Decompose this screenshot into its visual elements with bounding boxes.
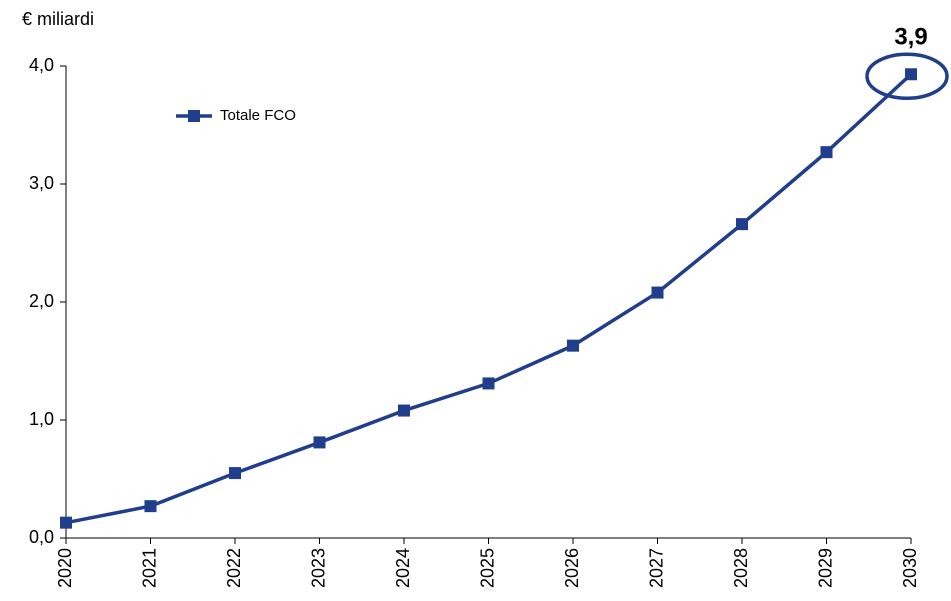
- point-marker: [60, 516, 72, 529]
- data-label: 3,9: [894, 24, 927, 51]
- highlight-ellipse: [865, 52, 949, 101]
- point-marker: [736, 218, 748, 231]
- x-tick-label: 2023: [308, 548, 328, 588]
- point-marker: [144, 500, 157, 513]
- x-tick-label: 2025: [477, 548, 497, 588]
- point-marker: [820, 146, 833, 159]
- y-axis-label: € miliardi: [22, 9, 94, 29]
- point-marker: [651, 286, 664, 299]
- legend-label: Totale FCO: [220, 107, 296, 124]
- y-tick-label: 2,0: [29, 291, 54, 311]
- x-tick-label: 2024: [393, 548, 413, 588]
- y-tick-label: 3,0: [29, 173, 54, 193]
- y-tick-label: 0,0: [29, 527, 54, 547]
- point-marker: [398, 404, 410, 417]
- x-tick-label: 2027: [646, 548, 666, 588]
- y-tick-label: 4,0: [29, 55, 54, 75]
- point-marker: [482, 377, 495, 390]
- point-marker: [313, 436, 326, 449]
- point-marker: [567, 339, 579, 352]
- y-tick-label: 1,0: [29, 409, 54, 429]
- x-tick-label: 2021: [139, 548, 159, 588]
- x-tick-label: 2029: [815, 548, 835, 588]
- x-tick-label: 2030: [900, 548, 920, 588]
- point-marker: [905, 68, 917, 81]
- x-tick-label: 2020: [55, 548, 75, 588]
- x-tick-label: 2026: [562, 548, 582, 588]
- x-tick-label: 2022: [224, 548, 244, 588]
- x-tick-label: 2028: [731, 548, 751, 588]
- point-marker: [229, 467, 241, 480]
- legend-marker: [188, 110, 200, 122]
- series-line: [65, 72, 913, 525]
